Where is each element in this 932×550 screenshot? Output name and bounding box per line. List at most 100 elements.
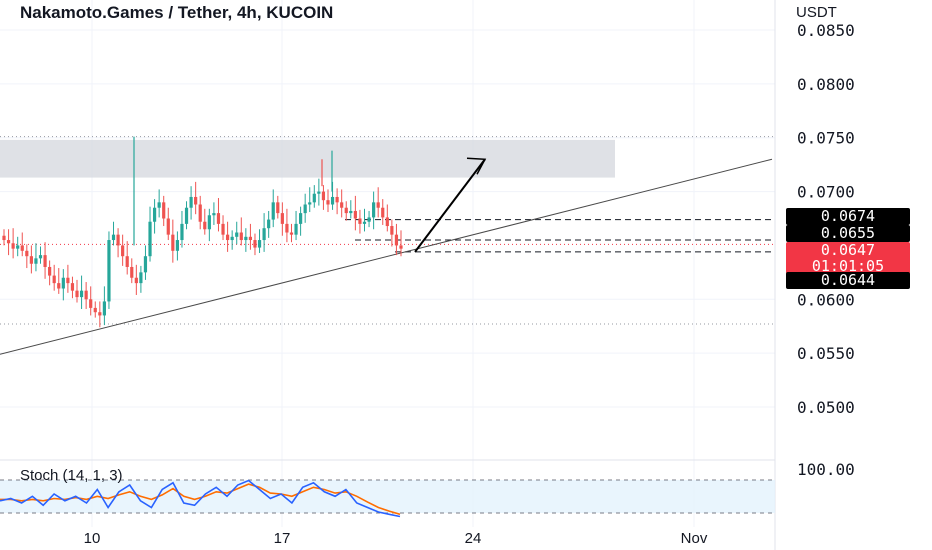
arrow-head	[466, 157, 487, 175]
candle-body	[175, 240, 180, 251]
candle-body	[257, 240, 262, 248]
candle-body	[34, 258, 38, 264]
candle-body	[394, 234, 399, 246]
candle-body	[321, 191, 326, 201]
candle-body	[84, 290, 88, 300]
candle-body	[212, 213, 216, 216]
price-tag-level: 0.0655	[786, 225, 910, 242]
price-tag-support: 0.0644	[786, 272, 910, 289]
candle-body	[280, 213, 284, 224]
candle-body	[285, 223, 289, 233]
candle-body	[317, 191, 321, 194]
price-label: 0.0600	[797, 290, 855, 309]
stoch-d-line	[0, 483, 401, 516]
candle-body	[2, 235, 6, 241]
price-label: 0.0850	[797, 21, 855, 40]
indicator-label[interactable]: Stoch (14, 1, 3)	[20, 467, 123, 484]
candle-body	[372, 202, 376, 218]
candle-body	[25, 250, 29, 257]
candle-body	[335, 196, 339, 203]
candle-body	[121, 245, 125, 257]
candle-body	[299, 213, 303, 224]
currency-label: USDT	[796, 4, 837, 21]
candle-body	[116, 234, 120, 246]
candle-body	[399, 245, 403, 249]
price-label: 0.0750	[797, 129, 855, 148]
support-trendline	[0, 158, 773, 355]
price-label: 0.0550	[797, 344, 855, 363]
candle-body	[148, 221, 152, 257]
candle-body	[184, 207, 189, 224]
candle-body	[326, 200, 330, 205]
candle-body	[162, 202, 166, 219]
candle-body	[367, 217, 371, 222]
candle-body	[102, 301, 106, 316]
candle-body	[203, 221, 207, 230]
candle-body	[362, 221, 367, 224]
candle-body	[353, 210, 357, 219]
candle-body	[189, 196, 193, 208]
candle-body	[79, 290, 84, 298]
candle-body	[262, 228, 266, 241]
candle-body	[11, 243, 15, 249]
candle-body	[93, 307, 97, 313]
candle-body	[171, 234, 175, 251]
candle-body	[6, 240, 11, 244]
last-price-value: 0.0647	[820, 241, 876, 259]
candle-body	[216, 213, 221, 224]
chart-title: Nakamoto.Games / Tether, 4h, KUCOIN	[20, 3, 334, 22]
candle-body	[194, 196, 198, 205]
candle-body	[52, 275, 56, 284]
candle-body	[38, 255, 43, 259]
candle-body	[390, 226, 394, 235]
countdown-timer: 01:01:05	[811, 257, 885, 275]
candle-body	[207, 215, 211, 230]
candle-body	[166, 218, 170, 235]
candle-body	[29, 256, 33, 264]
last-price-tag: 0.0647 01:01:05	[786, 242, 910, 274]
candle-body	[98, 312, 102, 316]
price-axis: 0.0850 0.0800 0.0750 0.0700 0.0600 0.0550 0.05…	[797, 21, 855, 479]
candlesticks	[2, 136, 403, 328]
candle-body	[330, 196, 335, 205]
price-label: 0.0800	[797, 75, 855, 94]
candle-body	[125, 256, 129, 267]
arrow-shaft	[414, 158, 486, 253]
grid-lines	[0, 0, 775, 527]
candle-body	[340, 202, 344, 208]
candle-body	[221, 223, 225, 235]
candle-body	[107, 240, 111, 302]
time-axis: 10 17 24 Nov	[84, 530, 708, 547]
candle-body	[20, 245, 24, 251]
candle-body	[230, 236, 234, 241]
candle-body	[248, 236, 253, 241]
candle-body	[385, 217, 389, 227]
candle-body	[349, 210, 353, 214]
candle-body	[61, 277, 65, 289]
target-arrow	[414, 157, 487, 253]
candle-body	[70, 283, 75, 291]
candle-body	[75, 290, 79, 298]
candle-body	[198, 204, 202, 222]
candle-body	[48, 266, 52, 276]
candle-body	[267, 219, 271, 229]
time-label: 10	[84, 530, 101, 547]
candle-body	[180, 223, 184, 241]
candle-body	[139, 272, 143, 284]
candle-body	[276, 202, 280, 214]
candle-body	[111, 234, 116, 241]
candle-body	[152, 207, 157, 222]
candle-body	[358, 218, 362, 224]
stoch-k-line	[0, 479, 401, 518]
candle-body	[376, 202, 380, 208]
candle-body	[89, 299, 93, 308]
stoch-axis-label: 100.00	[797, 460, 855, 479]
candle-body	[294, 223, 298, 235]
candle-body	[16, 245, 20, 249]
candle-body	[253, 240, 257, 248]
candle-body	[157, 202, 161, 208]
time-label: 17	[274, 530, 291, 547]
candle-body	[134, 277, 138, 284]
